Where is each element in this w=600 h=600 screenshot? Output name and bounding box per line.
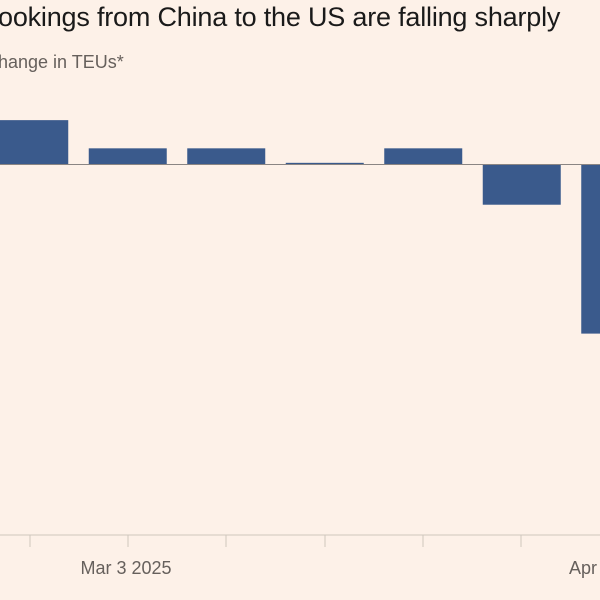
chart-title: ookings from China to the US are falling…	[0, 2, 561, 32]
bars-group	[0, 120, 600, 334]
bar	[285, 162, 364, 165]
x-tick-label: Apr	[569, 558, 597, 578]
bar	[187, 148, 266, 165]
bar	[581, 164, 600, 334]
bar	[0, 120, 69, 165]
bar	[482, 164, 561, 205]
bar	[384, 148, 463, 165]
chart-subtitle: hange in TEUs*	[0, 52, 124, 72]
bar	[88, 148, 167, 165]
x-tick-label: Mar 3 2025	[80, 558, 171, 578]
x-ticks-group	[29, 535, 522, 547]
